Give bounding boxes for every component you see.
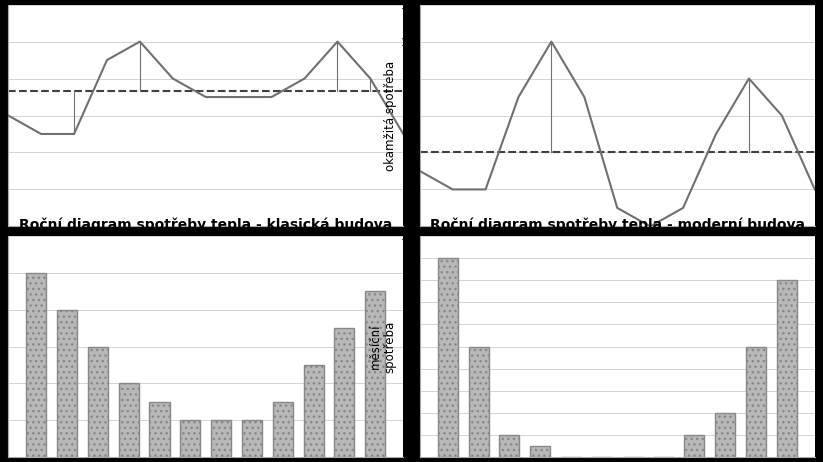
Bar [500,435,519,457]
X-axis label: hodiny dne: hodiny dne [173,247,239,260]
Bar [365,291,385,457]
Bar [119,383,139,457]
X-axis label: hodiny dne: hodiny dne [584,247,650,260]
Y-axis label: měsíční
spotřeba: měsíční spotřeba [369,320,397,373]
Title: Roční diagram spotřeby tepla - moderní budova: Roční diagram spotřeby tepla - moderní b… [430,217,805,231]
Bar [212,420,231,457]
Bar [272,402,293,457]
Bar [242,420,262,457]
Bar [26,273,46,457]
Bar [746,346,766,457]
Y-axis label: okamžitá spotřeba: okamžitá spotřeba [384,61,397,170]
Bar [777,280,797,457]
Bar [715,413,735,457]
Title: Roční diagram spotřeby tepla - klasická budova: Roční diagram spotřeby tepla - klasická … [19,217,393,231]
Bar [88,346,108,457]
Bar [530,446,551,457]
Bar [304,365,323,457]
Bar [438,258,458,457]
Bar [334,328,355,457]
Bar [180,420,200,457]
Bar [684,435,704,457]
Bar [468,346,489,457]
Bar [150,402,170,457]
Bar [57,310,77,457]
